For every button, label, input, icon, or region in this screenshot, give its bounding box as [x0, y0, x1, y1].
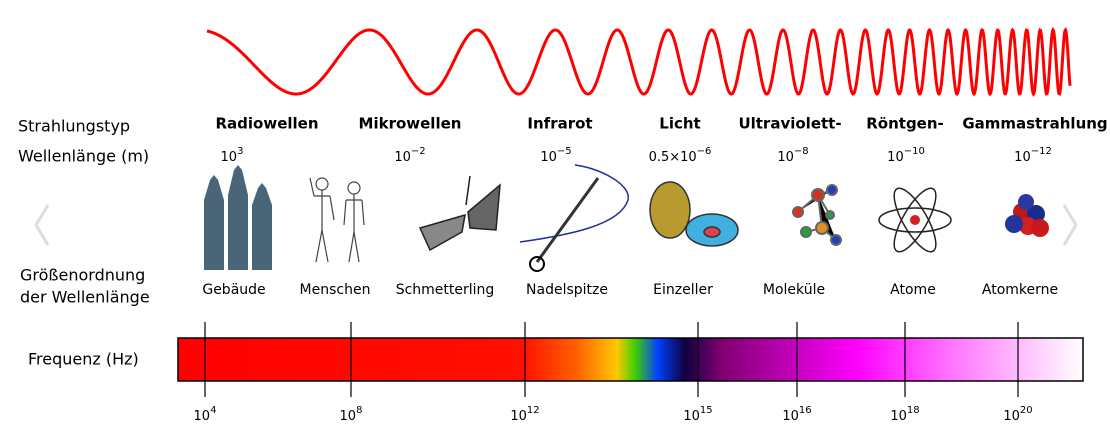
exponent: 4 [210, 405, 216, 416]
exponent: −6 [697, 146, 712, 157]
spectrum-diagram: Strahlungstyp Wellenlänge (m) Größenordn… [0, 0, 1110, 429]
icon-humans [310, 178, 364, 262]
radiation-type: Infrarot [527, 115, 592, 133]
radiation-type: Licht [659, 115, 700, 133]
base: 0.5×10 [649, 150, 697, 165]
base: 10 [887, 150, 904, 165]
frequency-label: 1012 [510, 405, 539, 424]
frequency-label: 1015 [683, 405, 712, 424]
example-label: Gebäude [202, 282, 265, 298]
example-label: Menschen [300, 282, 371, 298]
base: 10 [777, 150, 794, 165]
icon-cells [650, 182, 738, 246]
base: 10 [340, 409, 357, 424]
frequency-label: 1020 [1003, 405, 1032, 424]
exponent: −2 [411, 146, 426, 157]
frequency-bar [178, 338, 1083, 381]
row-label: Frequenz (Hz) [28, 350, 139, 369]
base: 10 [540, 150, 557, 165]
wavelength-value: 10−10 [887, 146, 925, 165]
example-label: Nadelspitze [526, 282, 608, 298]
radiation-type: Röntgen- [866, 115, 944, 133]
exponent: −8 [794, 146, 809, 157]
exponent: 3 [237, 146, 243, 157]
base: 10 [510, 409, 527, 424]
icon-buildings [204, 165, 272, 270]
exponent: 15 [700, 405, 713, 416]
exponent: 20 [1020, 405, 1033, 416]
row-label: Strahlungstyp [18, 117, 130, 136]
icon-atom [879, 183, 951, 257]
prev-arrow[interactable] [36, 205, 48, 245]
radiation-type: Ultraviolett- [738, 115, 841, 133]
wavelength-value: 10−2 [394, 146, 425, 165]
radiation-type: Radiowellen [215, 115, 318, 133]
exponent: 18 [907, 405, 920, 416]
example-label: Atomkerne [982, 282, 1058, 298]
example-label: Moleküle [763, 282, 825, 298]
base: 10 [1003, 409, 1020, 424]
frequency-label: 1018 [890, 405, 919, 424]
base: 10 [194, 409, 211, 424]
base: 10 [683, 409, 700, 424]
base: 10 [1014, 150, 1031, 165]
example-label: Einzeller [653, 282, 713, 298]
base: 10 [890, 409, 907, 424]
wavelength-value: 0.5×10−6 [649, 146, 712, 165]
wave [207, 30, 1070, 94]
base: 10 [221, 150, 238, 165]
row-label: Größenordnung [20, 266, 145, 285]
frequency-label: 1016 [782, 405, 811, 424]
base: 10 [394, 150, 411, 165]
wavelength-value: 10−12 [1014, 146, 1052, 165]
icon-nucleus [1005, 194, 1049, 237]
exponent: 12 [527, 405, 540, 416]
base: 10 [782, 409, 799, 424]
exponent: 16 [799, 405, 812, 416]
wavelength-value: 103 [221, 146, 244, 165]
next-arrow[interactable] [1064, 205, 1076, 245]
frequency-label: 108 [340, 405, 363, 424]
example-label: Schmetterling [396, 282, 495, 298]
exponent: −10 [904, 146, 925, 157]
exponent: −12 [1031, 146, 1052, 157]
radiation-type: Gammastrahlung [962, 115, 1107, 133]
radiation-type: Mikrowellen [359, 115, 462, 133]
wavelength-value: 10−8 [777, 146, 808, 165]
icon-molecule [793, 185, 841, 245]
example-label: Atome [890, 282, 936, 298]
exponent: −5 [557, 146, 572, 157]
wavelength-value: 10−5 [540, 146, 571, 165]
frequency-label: 104 [194, 405, 217, 424]
icon-needle [520, 165, 628, 271]
icon-butterfly [420, 176, 500, 250]
row-label: der Wellenlänge [20, 288, 150, 307]
row-label: Wellenlänge (m) [18, 147, 149, 166]
exponent: 8 [356, 405, 362, 416]
